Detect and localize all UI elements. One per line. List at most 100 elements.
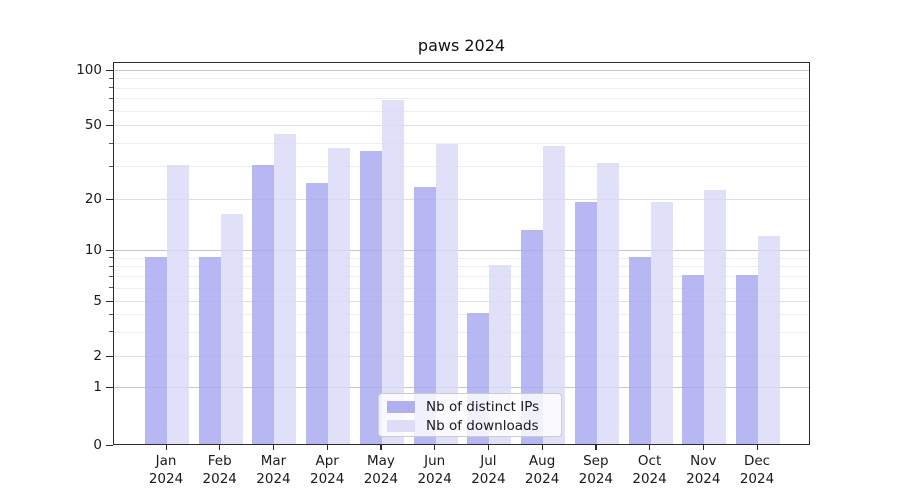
y-axis-tick-mark-20 bbox=[106, 198, 113, 200]
gridline-y-9 bbox=[114, 257, 809, 259]
gridline-y-10 bbox=[114, 250, 809, 251]
gridline-y-40 bbox=[114, 143, 809, 145]
gridline-y-3 bbox=[114, 331, 809, 333]
legend-item-downloads: Nb of downloads bbox=[387, 417, 561, 435]
y-axis-tick-mark-100 bbox=[106, 69, 113, 71]
y-axis-tick-mark-2 bbox=[106, 355, 113, 357]
y-axis-tick-mark-5 bbox=[106, 300, 113, 302]
y-axis-minor-tick-80 bbox=[109, 87, 113, 89]
bar-downloads-oct bbox=[650, 201, 673, 444]
bar-distinct-ips-feb bbox=[198, 256, 221, 444]
x-axis-tick-label-jan: Jan 2024 bbox=[148, 453, 184, 487]
x-axis-tick-mark-mar bbox=[272, 445, 275, 450]
x-axis-tick-mark-nov bbox=[702, 445, 704, 450]
y-axis-minor-tick-4 bbox=[109, 313, 113, 315]
x-axis-tick-label-oct: Oct 2024 bbox=[632, 453, 667, 487]
y-axis-tick-label-2: 2 bbox=[93, 348, 102, 364]
y-axis-tick-mark-50 bbox=[106, 124, 113, 126]
bar-distinct-ips-mar bbox=[252, 165, 275, 444]
bar-downloads-mar bbox=[274, 134, 297, 444]
y-axis-minor-tick-70 bbox=[109, 97, 113, 99]
bar-distinct-ips-aug bbox=[521, 229, 544, 444]
bar-downloads-dec bbox=[758, 235, 781, 444]
x-axis-tick-label-aug: Aug 2024 bbox=[524, 453, 560, 487]
bar-distinct-ips-sep bbox=[574, 201, 597, 444]
gridline-y-7 bbox=[114, 276, 809, 278]
y-axis-tick-label-5: 5 bbox=[93, 293, 102, 309]
x-axis-tick-mark-dec bbox=[756, 445, 758, 450]
y-axis-tick-mark-10 bbox=[106, 249, 113, 251]
x-axis-tick-mark-may bbox=[380, 445, 382, 450]
y-axis-tick-label-100: 100 bbox=[76, 62, 102, 78]
legend-swatch-downloads-icon bbox=[387, 420, 415, 432]
x-axis-tick-mark-oct bbox=[649, 445, 651, 450]
legend-label-downloads: Nb of downloads bbox=[426, 418, 539, 434]
legend-swatch-distinct-ips-icon bbox=[387, 401, 415, 413]
x-axis-tick-mark-sep bbox=[595, 445, 597, 450]
y-axis-tick-mark-1 bbox=[106, 386, 113, 388]
y-axis-tick-label-20: 20 bbox=[84, 191, 102, 207]
legend-item-distinct-ips: Nb of distinct IPs bbox=[387, 398, 561, 416]
x-axis-tick-mark-apr bbox=[326, 445, 328, 450]
gridline-y-100 bbox=[114, 70, 809, 71]
x-axis-tick-label-dec: Dec 2024 bbox=[739, 453, 775, 487]
gridline-y-70 bbox=[114, 98, 809, 100]
y-axis-tick-label-50: 50 bbox=[84, 117, 102, 133]
bar-distinct-ips-jun bbox=[413, 186, 436, 444]
x-axis-tick-mark-jan bbox=[165, 445, 167, 450]
gridline-y-30 bbox=[114, 166, 809, 168]
y-axis-minor-tick-7 bbox=[109, 275, 113, 277]
x-axis-tick-label-nov: Nov 2024 bbox=[686, 453, 721, 487]
legend-label-distinct-ips: Nb of distinct IPs bbox=[426, 399, 540, 415]
bar-downloads-apr bbox=[328, 148, 351, 444]
bar-downloads-sep bbox=[596, 162, 619, 444]
y-axis-minor-tick-90 bbox=[109, 77, 113, 79]
bar-distinct-ips-nov bbox=[682, 275, 705, 444]
bar-distinct-ips-apr bbox=[306, 183, 329, 444]
x-axis-tick-mark-aug bbox=[541, 445, 543, 450]
x-axis-tick-mark-jul bbox=[487, 445, 490, 450]
y-axis-tick-mark-0 bbox=[106, 444, 113, 446]
plot-area bbox=[113, 62, 810, 445]
gridline-y-6 bbox=[114, 287, 809, 289]
bar-downloads-may bbox=[381, 99, 404, 444]
gridline-y-80 bbox=[114, 87, 809, 89]
bar-downloads-aug bbox=[543, 146, 566, 444]
bar-distinct-ips-may bbox=[359, 150, 382, 444]
x-axis-tick-mark-jun bbox=[434, 445, 436, 450]
x-axis-tick-label-jul: Jul 2024 bbox=[471, 453, 506, 487]
y-axis-tick-label-0: 0 bbox=[93, 437, 102, 453]
x-axis-tick-label-apr: Apr 2024 bbox=[310, 453, 345, 487]
gridline-y-1 bbox=[114, 387, 809, 388]
gridline-y-4 bbox=[114, 314, 809, 316]
gridline-y-2 bbox=[114, 356, 809, 357]
gridline-y-5 bbox=[114, 301, 809, 302]
y-axis-minor-tick-30 bbox=[109, 165, 113, 167]
gridline-y-20 bbox=[114, 199, 809, 200]
y-axis-minor-tick-6 bbox=[109, 287, 113, 289]
gridline-y-8 bbox=[114, 266, 809, 268]
bar-downloads-jan bbox=[167, 165, 189, 444]
bar-distinct-ips-oct bbox=[628, 256, 651, 444]
bar-downloads-feb bbox=[220, 214, 243, 444]
y-axis-tick-label-1: 1 bbox=[93, 379, 102, 395]
y-axis-minor-tick-60 bbox=[109, 110, 113, 112]
y-axis-minor-tick-3 bbox=[109, 331, 113, 333]
bar-downloads-nov bbox=[704, 190, 727, 444]
chart-title: paws 2024 bbox=[417, 36, 506, 55]
gridline-y-60 bbox=[114, 110, 809, 112]
y-axis-minor-tick-9 bbox=[109, 257, 113, 259]
x-axis-tick-label-mar: Mar 2024 bbox=[256, 453, 291, 487]
gridline-y-90 bbox=[114, 78, 809, 80]
x-axis-tick-mark-feb bbox=[219, 445, 221, 450]
y-axis-minor-tick-8 bbox=[109, 265, 113, 267]
bar-distinct-ips-jan bbox=[145, 256, 167, 444]
x-axis-tick-label-jun: Jun 2024 bbox=[417, 453, 452, 487]
x-axis-tick-label-sep: Sep 2024 bbox=[578, 453, 613, 487]
x-axis-tick-label-may: May 2024 bbox=[363, 453, 399, 487]
bar-downloads-jun bbox=[435, 144, 458, 444]
y-axis-minor-tick-40 bbox=[109, 142, 113, 144]
x-axis-tick-label-feb: Feb 2024 bbox=[202, 453, 237, 487]
